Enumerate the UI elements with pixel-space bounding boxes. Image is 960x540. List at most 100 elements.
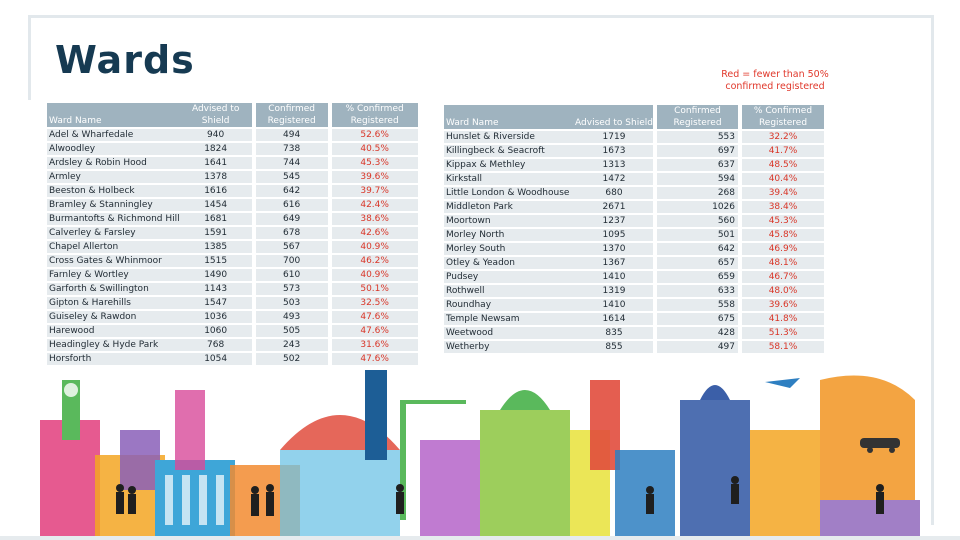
advised-cell: 1143 [179, 283, 252, 295]
percent-cell: 31.6% [331, 339, 418, 351]
percent-cell: 41.8% [742, 313, 824, 325]
confirmed-cell: 642 [255, 185, 328, 197]
percent-cell: 48.5% [742, 159, 824, 171]
confirmed-cell: 659 [657, 271, 738, 283]
header-confirmed: Confirmed Registered [255, 103, 328, 127]
advised-cell: 1614 [575, 313, 653, 325]
table-header-row: Ward Name Advised to Shield Confirmed Re… [444, 105, 824, 129]
ward-name-cell: Farnley & Wortley [47, 269, 180, 281]
percent-cell: 42.4% [331, 199, 418, 211]
ward-name-cell: Morley North [444, 229, 575, 241]
ward-name-cell: Adel & Wharfedale [47, 129, 180, 141]
table-row: Chapel Allerton 1385 567 40.9% [47, 241, 418, 253]
percent-cell: 45.3% [331, 157, 418, 169]
table-row: Headingley & Hyde Park 768 243 31.6% [47, 339, 418, 351]
ward-name-cell: Cross Gates & Whinmoor [47, 255, 180, 267]
percent-cell: 39.4% [742, 187, 824, 199]
ward-name-cell: Ardsley & Robin Hood [47, 157, 180, 169]
table-row: Burmantofts & Richmond Hill 1681 649 38.6% [47, 213, 418, 225]
advised-cell: 1616 [179, 185, 252, 197]
percent-cell: 42.6% [331, 227, 418, 239]
percent-cell: 40.5% [331, 143, 418, 155]
ward-name-cell: Gipton & Harehills [47, 297, 180, 309]
ward-name-cell: Middleton Park [444, 201, 575, 213]
ward-name-cell: Harewood [47, 325, 180, 337]
frame-top-line [28, 15, 934, 18]
advised-cell: 1454 [179, 199, 252, 211]
confirmed-cell: 567 [255, 241, 328, 253]
percent-cell: 47.6% [331, 325, 418, 337]
percent-cell: 32.5% [331, 297, 418, 309]
advised-cell: 1313 [575, 159, 653, 171]
advised-cell: 1036 [179, 311, 252, 323]
table-row: Pudsey 1410 659 46.7% [444, 271, 824, 283]
wards-table-left: Ward Name Advised to Shield Confirmed Re… [47, 101, 418, 367]
advised-cell: 1237 [575, 215, 653, 227]
confirmed-cell: 502 [255, 353, 328, 365]
confirmed-cell: 497 [657, 341, 738, 353]
confirmed-cell: 700 [255, 255, 328, 267]
advised-cell: 1095 [575, 229, 653, 241]
percent-cell: 39.7% [331, 185, 418, 197]
ward-name-cell: Burmantofts & Richmond Hill [47, 213, 180, 225]
confirmed-cell: 633 [657, 285, 738, 297]
table-row: Wetherby 855 497 58.1% [444, 341, 824, 353]
table-row: Calverley & Farsley 1591 678 42.6% [47, 227, 418, 239]
page-title: Wards [55, 38, 195, 82]
legend-note: Red = fewer than 50% confirmed registere… [721, 69, 829, 92]
confirmed-cell: 594 [657, 173, 738, 185]
table-row: Farnley & Wortley 1490 610 40.9% [47, 269, 418, 281]
advised-cell: 1385 [179, 241, 252, 253]
confirmed-cell: 553 [657, 131, 738, 143]
ward-name-cell: Hunslet & Riverside [444, 131, 575, 143]
wards-table-right: Ward Name Advised to Shield Confirmed Re… [444, 103, 824, 355]
advised-cell: 1410 [575, 299, 653, 311]
confirmed-cell: 268 [657, 187, 738, 199]
ward-name-cell: Kippax & Methley [444, 159, 575, 171]
advised-cell: 855 [575, 341, 653, 353]
table-row: Guiseley & Rawdon 1036 493 47.6% [47, 311, 418, 323]
advised-cell: 1641 [179, 157, 252, 169]
table-row: Kirkstall 1472 594 40.4% [444, 173, 824, 185]
ward-name-cell: Little London & Woodhouse [444, 187, 575, 199]
percent-cell: 45.8% [742, 229, 824, 241]
table-row: Cross Gates & Whinmoor 1515 700 46.2% [47, 255, 418, 267]
ward-name-cell: Garforth & Swillington [47, 283, 180, 295]
wards-table-right-body: Hunslet & Riverside 1719 553 32.2% Killingbe… [444, 131, 824, 353]
advised-cell: 1367 [575, 257, 653, 269]
ward-name-cell: Bramley & Stanningley [47, 199, 180, 211]
confirmed-cell: 610 [255, 269, 328, 281]
confirmed-cell: 637 [657, 159, 738, 171]
percent-cell: 58.1% [742, 341, 824, 353]
advised-cell: 940 [179, 129, 252, 141]
ward-name-cell: Killingbeck & Seacroft [444, 145, 575, 157]
ward-name-cell: Alwoodley [47, 143, 180, 155]
advised-cell: 680 [575, 187, 653, 199]
table-row: Harewood 1060 505 47.6% [47, 325, 418, 337]
percent-cell: 40.9% [331, 269, 418, 281]
table-row: Roundhay 1410 558 39.6% [444, 299, 824, 311]
header-advised: Advised to Shield [179, 103, 252, 127]
advised-cell: 1824 [179, 143, 252, 155]
table-row: Adel & Wharfedale 940 494 52.6% [47, 129, 418, 141]
header-ward-name: Ward Name [444, 105, 575, 129]
ward-name-cell: Horsforth [47, 353, 180, 365]
ward-name-cell: Rothwell [444, 285, 575, 297]
confirmed-cell: 649 [255, 213, 328, 225]
table-row: Rothwell 1319 633 48.0% [444, 285, 824, 297]
advised-cell: 1719 [575, 131, 653, 143]
table-row: Bramley & Stanningley 1454 616 42.4% [47, 199, 418, 211]
confirmed-cell: 560 [657, 215, 738, 227]
percent-cell: 52.6% [331, 129, 418, 141]
confirmed-cell: 675 [657, 313, 738, 325]
header-advised: Advised to Shield [575, 105, 653, 129]
percent-cell: 40.4% [742, 173, 824, 185]
advised-cell: 1410 [575, 271, 653, 283]
confirmed-cell: 243 [255, 339, 328, 351]
table-row: Little London & Woodhouse 680 268 39.4% [444, 187, 824, 199]
confirmed-cell: 505 [255, 325, 328, 337]
percent-cell: 46.9% [742, 243, 824, 255]
ward-name-cell: Beeston & Holbeck [47, 185, 180, 197]
header-percent: % Confirmed Registered [331, 103, 418, 127]
